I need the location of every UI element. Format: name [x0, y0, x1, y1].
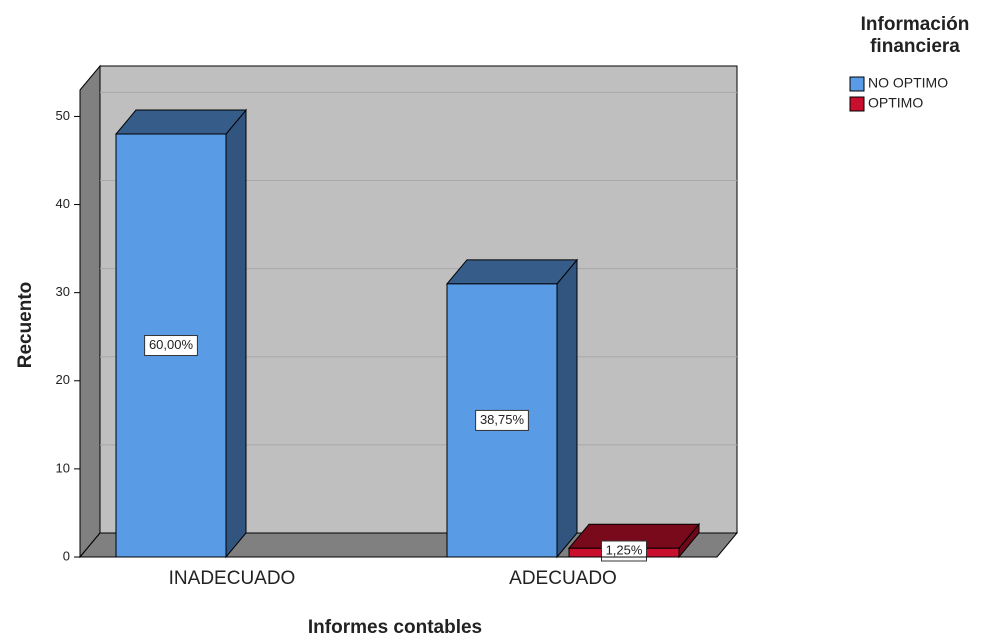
data-label-box: [601, 540, 647, 562]
bar-side: [556, 258, 578, 559]
x-tick-label: ADECUADO: [509, 568, 617, 589]
bar: [445, 258, 579, 559]
data-label: 1,25%: [606, 542, 643, 557]
bar: [114, 108, 248, 559]
y-tick-label: 30: [56, 284, 70, 299]
legend-label: NO OPTIMO: [868, 75, 948, 91]
data-label: 60,00%: [149, 337, 194, 352]
y-axis-title: Recuento: [15, 282, 36, 369]
y-tick-label: 50: [56, 108, 70, 123]
legend-label: OPTIMO: [868, 95, 923, 111]
data-label-box: [144, 335, 198, 357]
data-label: 38,75%: [480, 412, 525, 427]
y-tick-label: 40: [56, 196, 70, 211]
legend-swatch: [849, 96, 865, 112]
y-tick-label: 20: [56, 372, 70, 387]
bar-top: [114, 109, 248, 135]
legend-title: Información financiera: [860, 14, 970, 57]
x-axis-title: Informes contables: [308, 617, 482, 638]
bar-side: [225, 108, 247, 559]
legend-swatch: [849, 76, 865, 92]
y-tick-label: 0: [63, 548, 70, 563]
side-wall: [79, 64, 101, 559]
data-label-box: [475, 409, 529, 431]
x-tick-label: INADECUADO: [169, 568, 296, 589]
bar-top: [445, 259, 579, 285]
y-tick-label: 10: [56, 460, 70, 475]
